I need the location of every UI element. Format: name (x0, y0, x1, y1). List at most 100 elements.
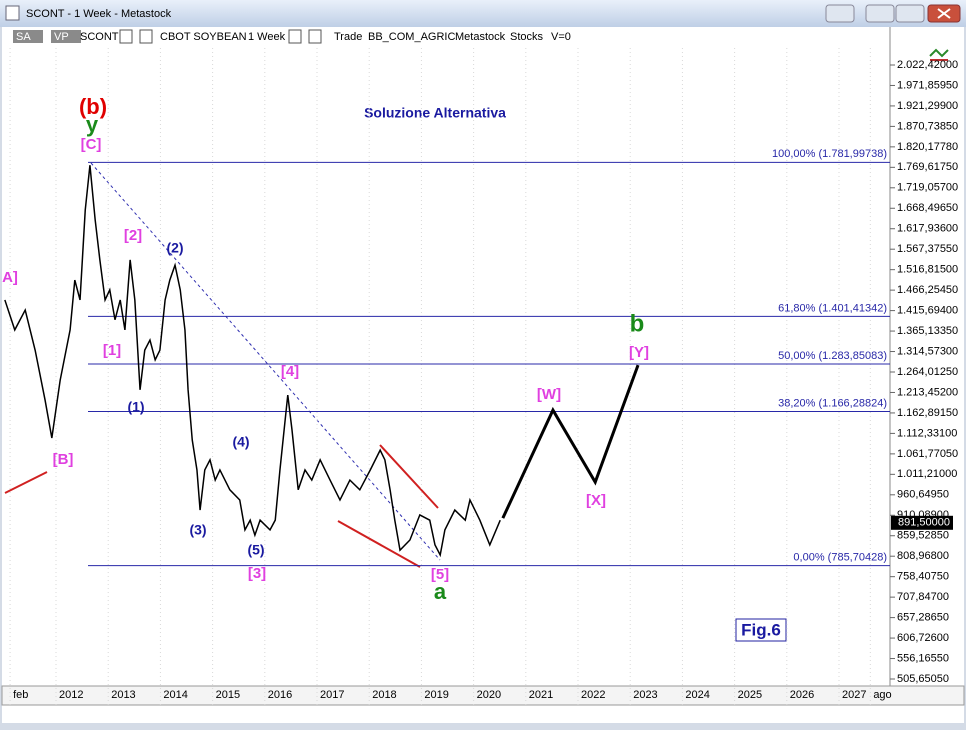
y-tick-label: 1.668,49650 (897, 202, 958, 214)
price-line (4, 165, 501, 558)
y-tick-label: 1.061,77050 (897, 448, 958, 460)
y-tick-label: 556,16550 (897, 652, 949, 664)
y-tick-label: 1.466,25450 (897, 284, 958, 296)
fib-label: 38,20% (1.166,28824) (778, 397, 887, 409)
fib-label: 61,80% (1.401,41342) (778, 302, 887, 314)
y-tick-label: 859,52850 (897, 530, 949, 542)
x-tick-label: 2013 (111, 689, 135, 701)
y-tick-label: 1.213,45200 (897, 386, 958, 398)
y-tick-label: 1.769,61750 (897, 161, 958, 173)
wave-label: [W] (537, 386, 561, 403)
trend-line (90, 162, 441, 561)
wave-label: [1] (103, 342, 121, 359)
x-tick-label: 2017 (320, 689, 344, 701)
tool-icon[interactable] (929, 48, 949, 61)
minimize-button[interactable] (865, 4, 895, 23)
last-price-box (891, 515, 953, 530)
wave-label: a (434, 579, 447, 604)
toolbar-item: VP (54, 31, 69, 43)
wave-label: (b) (79, 94, 107, 119)
wave-label: b (630, 310, 645, 337)
x-tick-label: 2014 (163, 689, 187, 701)
x-tick-label: ago (873, 689, 891, 701)
fib-label: 0,00% (785,70428) (793, 552, 887, 564)
channel-line (4, 471, 48, 494)
wave-label: [4] (281, 363, 299, 380)
toolbar-item: Stocks (510, 31, 544, 43)
dropdown[interactable] (119, 29, 133, 44)
window-title: SCONT - 1 Week - Metastock (26, 8, 172, 20)
y-tick-label: 808,96800 (897, 550, 949, 562)
chart-area (2, 27, 964, 723)
last-price-label: 891,50000 (898, 517, 950, 529)
y-tick-label: 1.516,81500 (897, 264, 958, 276)
x-tick-label: 2015 (216, 689, 240, 701)
toolbar-item: 1 Week (248, 31, 286, 43)
x-tick-label: 2018 (372, 689, 396, 701)
title-bar (0, 0, 966, 27)
wave-label: (1) (127, 399, 144, 415)
channel-line (337, 520, 421, 568)
toolbar-item: SA (16, 31, 31, 43)
wave-label: [C] (81, 136, 102, 153)
toolbar-item: Trade (334, 31, 362, 43)
wave-label: [B] (53, 451, 74, 468)
x-tick-label: 2022 (581, 689, 605, 701)
y-tick-label: 1.011,21000 (897, 468, 957, 480)
app-icon (5, 5, 20, 21)
x-tick-label: 2021 (529, 689, 553, 701)
price-line (501, 364, 640, 519)
wave-label: y (86, 112, 99, 137)
wave-label: (3) (189, 522, 206, 538)
y-tick-label: 606,72600 (897, 632, 949, 644)
maximize-button[interactable] (895, 4, 925, 23)
toolbar-button[interactable] (51, 30, 81, 43)
fib-label: 100,00% (1.781,99738) (772, 148, 887, 160)
dropdown[interactable] (308, 29, 322, 44)
x-tick-label: 2025 (738, 689, 762, 701)
x-axis-panel (1, 685, 965, 706)
x-tick-label: 2027 (842, 689, 866, 701)
restore-button[interactable] (825, 4, 855, 23)
toolbar-item: CBOT SOYBEAN (160, 31, 247, 43)
wave-label: (2) (166, 240, 183, 256)
x-tick-label: 2024 (685, 689, 709, 701)
toolbar-button[interactable] (13, 30, 43, 43)
y-tick-label: 1.112,33100 (897, 427, 957, 439)
y-tick-label: 1.264,01250 (897, 366, 958, 378)
toolbar-item: Metastock (455, 31, 506, 43)
wave-label: [Y] (629, 344, 649, 361)
x-tick-label: 2020 (477, 689, 501, 701)
x-tick-label: 2023 (633, 689, 657, 701)
chart-title: Soluzione Alternativa (364, 105, 506, 121)
window-buttons[interactable] (825, 4, 961, 23)
toolbar-item: V=0 (551, 31, 571, 43)
y-tick-label: 1.617,93600 (897, 223, 958, 235)
dropdown[interactable] (139, 29, 153, 44)
y-tick-label: 1.921,29900 (897, 100, 958, 112)
wave-label: (4) (232, 434, 249, 450)
y-axis-panel (890, 27, 964, 686)
x-tick-label: 2019 (424, 689, 448, 701)
dropdown[interactable] (288, 29, 302, 44)
figure-box (735, 618, 787, 642)
x-tick-label: 2026 (790, 689, 814, 701)
y-tick-label: 1.162,89150 (897, 407, 958, 419)
y-tick-label: 1.719,05700 (897, 182, 958, 194)
y-tick-label: 1.415,69400 (897, 305, 958, 317)
wave-label: [X] (586, 492, 606, 509)
wave-label: [3] (248, 565, 266, 582)
wave-label: (5) (247, 542, 264, 558)
y-tick-label: 1.971,85950 (897, 79, 958, 91)
y-tick-label: 657,28650 (897, 612, 949, 624)
x-tick-label: feb (13, 689, 28, 701)
x-tick-label: 2012 (59, 689, 83, 701)
y-tick-label: 2.022,42000 (897, 59, 958, 71)
y-tick-label: 1.567,37550 (897, 243, 958, 255)
y-tick-label: 1.314,57300 (897, 345, 958, 357)
toolbar-item: SCONT (80, 31, 119, 43)
channel-line (379, 444, 439, 509)
wave-label: [2] (124, 227, 142, 244)
wave-label: A] (2, 269, 18, 286)
